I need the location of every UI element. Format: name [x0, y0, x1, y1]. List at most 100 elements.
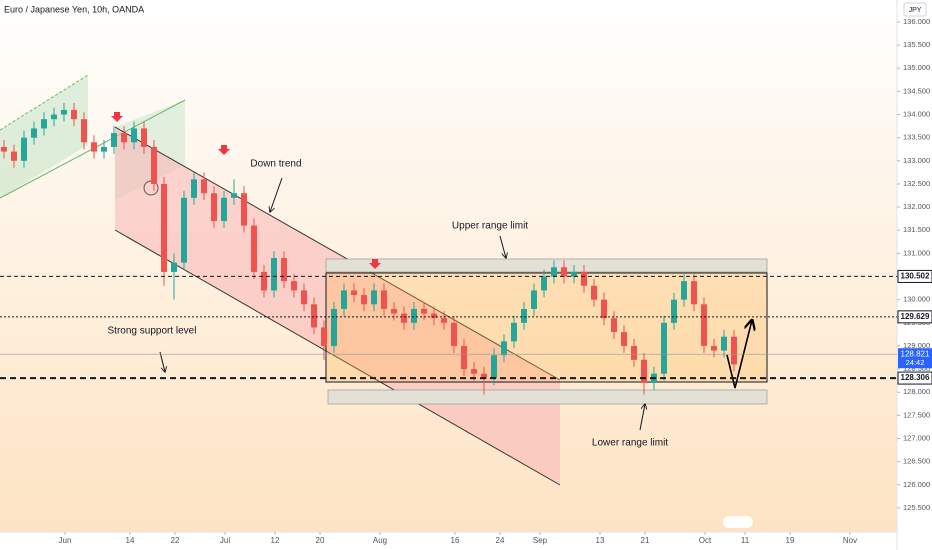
y-tick-label: 128.500 — [903, 364, 930, 373]
candle-body — [481, 373, 487, 379]
x-tick-label: 21 — [641, 536, 650, 545]
x-tick-label: Jul — [220, 536, 230, 545]
candle-body — [1, 146, 7, 152]
candle-body — [551, 267, 557, 277]
x-tick-label: 11 — [741, 536, 750, 545]
candle-body — [121, 133, 127, 143]
candle-body — [271, 258, 277, 291]
x-tick-label: 13 — [596, 536, 605, 545]
candle-body — [421, 308, 427, 314]
currency-badge — [903, 2, 927, 17]
x-tick-label: Nov — [843, 536, 857, 545]
price-label-box — [897, 269, 932, 283]
channel-line — [0, 74, 89, 131]
candle-body — [241, 193, 247, 226]
y-tick-label: 126.500 — [903, 457, 930, 466]
x-tick-label: 22 — [171, 536, 180, 545]
candle-body — [731, 336, 737, 365]
x-tick-label: 19 — [786, 536, 795, 545]
candle-body — [341, 290, 347, 309]
candle-body — [601, 299, 607, 319]
candle-body — [161, 183, 167, 272]
candle-body — [701, 304, 707, 346]
price-label: 129.629 — [901, 312, 930, 321]
candle-body — [511, 322, 517, 342]
x-tick-label: 14 — [126, 536, 135, 545]
candle-body — [591, 285, 597, 300]
candle-body — [721, 336, 727, 351]
candle-body — [471, 369, 477, 374]
candle-body — [501, 341, 507, 356]
y-tick-label: 133.000 — [903, 156, 930, 165]
current-price: 128.821 — [901, 349, 930, 358]
current-price-box — [898, 348, 932, 369]
annotation-arrow — [159, 351, 165, 372]
candle-body — [691, 281, 697, 305]
candle-body — [431, 313, 437, 319]
x-tick-label: Sep — [533, 536, 548, 545]
currency: JPY — [909, 7, 922, 14]
candle-body — [321, 327, 327, 346]
chart-title: Euro / Japanese Yen, 10h, OANDA — [4, 4, 144, 14]
candle-body — [221, 197, 227, 221]
annotation: Down trend — [250, 159, 301, 170]
candle-body — [201, 179, 207, 194]
y-tick-label: 127.500 — [903, 410, 930, 419]
up-channel — [0, 75, 88, 198]
lower-zone — [327, 389, 768, 405]
countdown: 24:42 — [906, 358, 925, 367]
y-tick-label: 132.000 — [903, 202, 930, 211]
y-tick-label: 135.500 — [903, 40, 930, 49]
candle-body — [211, 193, 217, 221]
candle-body — [561, 267, 567, 277]
price-label-box — [897, 310, 932, 324]
candle-body — [621, 332, 627, 346]
candle-body — [681, 281, 687, 300]
signal-arrows — [111, 112, 381, 269]
candle-body — [711, 345, 717, 351]
y-tick-label: 136.000 — [903, 17, 930, 26]
candle-body — [401, 313, 407, 323]
candle-body — [171, 262, 177, 272]
channel-line — [114, 126, 561, 381]
candle-body — [531, 290, 537, 309]
annotation-arrow — [270, 177, 283, 212]
candle-body — [51, 114, 57, 120]
candle-body — [461, 345, 467, 370]
candle-body — [251, 225, 257, 272]
y-tick-label: 131.500 — [903, 225, 930, 234]
y-tick-label: 126.000 — [903, 480, 930, 489]
candle-body — [101, 146, 107, 152]
candle-body — [411, 308, 417, 323]
scroll-handle — [723, 516, 753, 528]
time-axis — [0, 532, 897, 550]
candle-body — [671, 299, 677, 323]
candle-body — [111, 133, 117, 147]
candle-body — [191, 179, 197, 198]
annotation: Strong support level — [108, 326, 197, 337]
candle-body — [131, 128, 137, 143]
candle-body — [441, 318, 447, 323]
candle-body — [351, 290, 357, 296]
y-tick-label: 131.000 — [903, 248, 930, 257]
candle-body — [71, 109, 77, 120]
channel-line — [114, 229, 561, 486]
upper-zone — [325, 258, 768, 273]
candle-body — [491, 355, 497, 379]
y-tick-label: 125.500 — [903, 503, 930, 512]
annotation: Upper range limit — [452, 221, 528, 232]
y-tick-label: 132.500 — [903, 179, 930, 188]
candle-body — [81, 119, 87, 143]
candle-body — [451, 322, 457, 346]
candle-body — [371, 290, 377, 305]
y-tick-label: 128.000 — [903, 387, 930, 396]
candle-body — [541, 276, 547, 291]
x-tick-label: 20 — [316, 536, 325, 545]
candle-body — [91, 142, 97, 152]
x-tick-label: 24 — [496, 536, 505, 545]
candle-body — [571, 271, 577, 277]
candle-body — [261, 271, 267, 291]
x-tick-label: 12 — [271, 536, 280, 545]
y-tick-label: 134.000 — [903, 110, 930, 119]
